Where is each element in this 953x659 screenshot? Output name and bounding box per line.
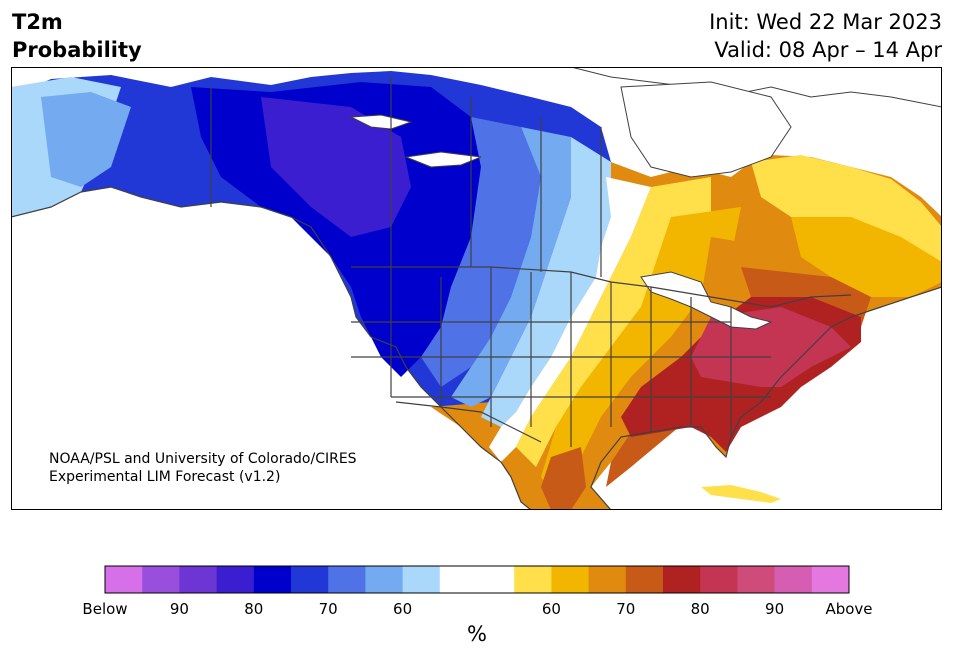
us-mexico-border [395,401,542,443]
colorbar-swatch [588,566,627,593]
colorbar-swatch [737,566,776,593]
colorbar-tick-label: 60 [393,600,413,618]
colorbar-swatch [774,566,813,593]
colorbar-tick-label: 70 [616,600,636,618]
colorbar [104,565,850,594]
great-slave-lake [349,114,413,130]
colorbar-swatch [179,566,218,593]
colorbar-swatch [477,566,515,593]
colorbar-swatch [551,566,590,593]
credit-line-2: Experimental LIM Forecast (v1.2) [49,469,281,485]
colorbar-unit: % [467,622,487,646]
land-cuba [701,485,781,503]
colorbar-swatch [439,566,478,593]
product-title: Probability [12,38,142,62]
valid-date: Valid: 08 Apr – 14 Apr [714,38,942,62]
colorbar-tick-label: 70 [318,600,338,618]
band-below-purple [261,97,411,237]
state-lines [351,267,771,447]
colorbar-swatch [142,566,180,593]
colorbar-tick-label: Above [825,600,873,618]
colorbar-swatch [216,566,255,593]
band-below-mid [41,92,131,187]
colorbar-swatch [402,566,441,593]
coastline [11,186,532,510]
colorbar-swatch [365,566,404,593]
land-arctic [570,67,942,108]
colorbar-swatch [514,566,552,593]
colorbar-tick-label: 90 [169,600,189,618]
colorbar-tick-label: Below [82,600,128,618]
band-above-texas [541,447,586,510]
province-lines [210,77,602,277]
colorbar-tick-label: 60 [541,600,561,618]
colorbar-swatch [625,566,664,593]
great-lakes [640,271,773,330]
colorbar-tick-label: 90 [765,600,785,618]
credit-text: NOAA/PSL and University of Colorado/CIRE… [49,450,357,486]
band-below-weak-east [481,137,611,427]
hudson-bay [620,81,792,178]
credit-line-1: NOAA/PSL and University of Colorado/CIRE… [49,451,357,467]
political-borders [11,77,942,510]
band-below-max [191,82,481,377]
probability-map [11,67,942,510]
variable-title: T2m [12,10,63,34]
colorbar-swatch [328,566,366,593]
colorbar-swatch [105,566,143,593]
colorbar-swatch [811,566,850,593]
colorbar-tick-label: 80 [244,600,264,618]
colorbar-swatch [663,566,701,593]
colorbar-tick-label: 80 [690,600,710,618]
date-info: Init: Wed 22 Mar 2023 Valid: 08 Apr – 14… [709,8,942,64]
colorbar-frame [104,565,850,594]
map-frame [11,67,942,510]
band-above-mid-north [791,217,942,297]
band-below-strong [421,117,541,387]
colorbar-swatch [253,566,292,593]
colorbar-swatch [291,566,329,593]
map-title: T2m Probability [12,8,142,64]
colorbar-swatch [700,566,738,593]
init-date: Init: Wed 22 Mar 2023 [709,10,942,34]
band-neutral [489,177,651,462]
